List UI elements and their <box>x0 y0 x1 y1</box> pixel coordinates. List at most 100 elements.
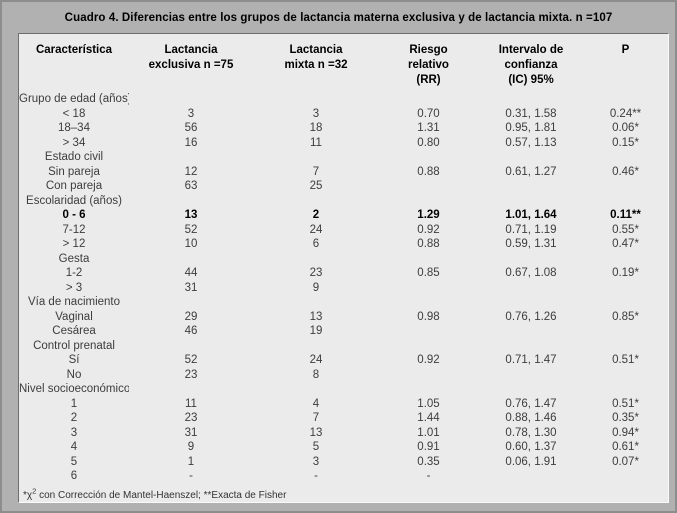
cell-ci: 0.78, 1.30 <box>505 426 557 439</box>
header-line: (RR) <box>416 74 441 86</box>
table-row: 1 11 4 1.05 0.76, 1.47 0.51* <box>19 397 667 412</box>
header-line: Lactancia <box>289 44 343 56</box>
cell-rr <box>379 368 478 383</box>
header-line: Característica <box>35 44 113 56</box>
cell-mixta: 24 <box>309 223 323 236</box>
cell-mixta: 2 <box>312 209 320 221</box>
cell-ci <box>478 469 584 484</box>
cell-ci <box>478 92 584 107</box>
cell-p: 0.35* <box>612 412 639 424</box>
cell-ci: 0.76, 1.47 <box>505 397 557 410</box>
cell-exclusiva: 52 <box>184 354 198 366</box>
cell-p: 0.55* <box>612 223 639 236</box>
cell-caracteristica: > 3 <box>65 281 83 294</box>
cell-exclusiva: 46 <box>184 325 198 337</box>
cell-mixta <box>253 92 379 107</box>
cell-mixta: 25 <box>309 180 323 192</box>
cell-caracteristica: 2 <box>70 412 78 424</box>
cell-mixta: 5 <box>312 441 320 453</box>
cell-p <box>584 469 667 484</box>
table-row: 7-12 52 24 0.92 0.71, 1.19 0.55* <box>19 223 667 238</box>
cell-mixta <box>253 382 379 397</box>
cell-ci <box>478 150 584 165</box>
cell-rr <box>379 252 478 267</box>
header-line: exclusiva n =75 <box>148 59 234 71</box>
cell-exclusiva: 23 <box>184 412 198 424</box>
cell-p: 0.46* <box>612 165 639 178</box>
cell-p <box>584 281 667 296</box>
cell-mixta: 23 <box>309 267 323 279</box>
cell-exclusiva: 63 <box>184 180 198 192</box>
cell-rr: 1.29 <box>417 209 440 221</box>
cell-ci: 0.61, 1.27 <box>505 165 557 178</box>
cell-exclusiva: 56 <box>184 122 198 134</box>
header-line: P <box>621 44 630 56</box>
cell-p: 0.51* <box>612 354 639 366</box>
cell-caracteristica: 5 <box>70 455 78 468</box>
col-header-riesgo-relativo: Riesgo relativo (RR) <box>379 38 478 92</box>
cell-caracteristica: 1-2 <box>65 267 83 279</box>
cell-rr <box>379 281 478 296</box>
header-line: relativo <box>408 59 449 71</box>
cell-ci <box>478 368 584 383</box>
table-row: 5 1 3 0.35 0.06, 1.91 0.07* <box>19 455 667 470</box>
cell-p: 0.19* <box>612 267 639 279</box>
cell-ci <box>478 324 584 339</box>
cell-mixta: 13 <box>309 426 323 439</box>
cell-caracteristica: Escolaridad (años) <box>26 194 122 207</box>
cell-exclusiva: 31 <box>184 426 198 439</box>
cell-mixta: 9 <box>312 281 320 294</box>
cell-caracteristica: 4 <box>70 441 78 453</box>
cell-ci <box>478 339 584 354</box>
table-header: Característica Lactancia exclusiva n =75… <box>19 38 667 92</box>
table-row: > 12 10 6 0.88 0.59, 1.31 0.47* <box>19 237 667 252</box>
cell-caracteristica: Vaginal <box>55 310 93 323</box>
cell-rr <box>379 179 478 194</box>
cell-p: 0.85* <box>612 310 639 323</box>
cell-rr: 0.92 <box>417 223 440 236</box>
table-row: Con pareja 63 25 <box>19 179 667 194</box>
cell-caracteristica: 18–34 <box>58 122 90 134</box>
cell-mixta <box>253 339 379 354</box>
cell-ci: 0.67, 1.08 <box>505 267 557 279</box>
cell-caracteristica: Sin pareja <box>48 165 100 178</box>
col-header-lactancia-exclusiva: Lactancia exclusiva n =75 <box>129 38 253 92</box>
cell-exclusiva: 9 <box>187 441 195 453</box>
header-row: Característica Lactancia exclusiva n =75… <box>19 38 667 92</box>
cell-ci <box>478 194 584 209</box>
table-row: Vía de nacimiento <box>19 295 667 310</box>
table-panel: Característica Lactancia exclusiva n =75… <box>18 33 669 503</box>
cell-p <box>584 324 667 339</box>
cell-rr: 0.85 <box>417 267 440 279</box>
cell-caracteristica: Gesta <box>58 252 90 265</box>
cell-ci: 0.60, 1.37 <box>505 441 557 453</box>
table-row: Nivel socioeconómico <box>19 382 667 397</box>
cell-rr <box>379 339 478 354</box>
cell-caracteristica: Sí <box>68 354 80 366</box>
footnote: *χ2 con Corrección de Mantel-Haenszel; *… <box>23 487 668 501</box>
table-row: No 23 8 <box>19 368 667 383</box>
table-row: Grupo de edad (años) <box>19 92 667 107</box>
cell-mixta: 18 <box>309 122 323 134</box>
cell-rr: 1.05 <box>417 397 440 410</box>
table-row: Control prenatal <box>19 339 667 354</box>
cell-p: 0.94* <box>612 426 639 439</box>
cell-mixta: - <box>314 470 318 482</box>
table-row: 3 31 13 1.01 0.78, 1.30 0.94* <box>19 426 667 441</box>
header-line: mixta n =32 <box>284 59 348 71</box>
cell-mixta <box>253 150 379 165</box>
cell-ci: 1.01, 1.64 <box>505 209 557 221</box>
cell-rr <box>379 150 478 165</box>
cell-exclusiva: 13 <box>184 209 198 221</box>
cell-exclusiva: 23 <box>184 368 198 381</box>
footnote-sup: 2 <box>32 486 37 496</box>
cell-caracteristica: < 18 <box>62 107 86 120</box>
cell-caracteristica: Estado civil <box>44 151 104 163</box>
cell-p: 0.61* <box>612 441 639 453</box>
cell-mixta: 13 <box>309 310 323 323</box>
cell-p <box>584 194 667 209</box>
cell-mixta: 3 <box>312 455 320 468</box>
cell-exclusiva: 29 <box>184 310 198 323</box>
cell-ci: 0.06, 1.91 <box>505 455 557 468</box>
